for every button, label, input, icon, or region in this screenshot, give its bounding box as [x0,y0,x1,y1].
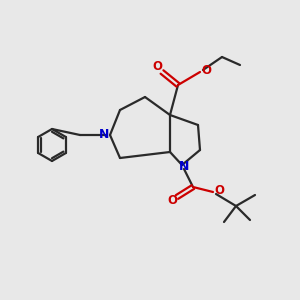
Text: O: O [214,184,224,197]
Text: O: O [167,194,177,206]
Text: N: N [179,160,189,172]
Text: O: O [152,61,162,74]
Text: O: O [201,64,211,77]
Text: N: N [99,128,109,142]
